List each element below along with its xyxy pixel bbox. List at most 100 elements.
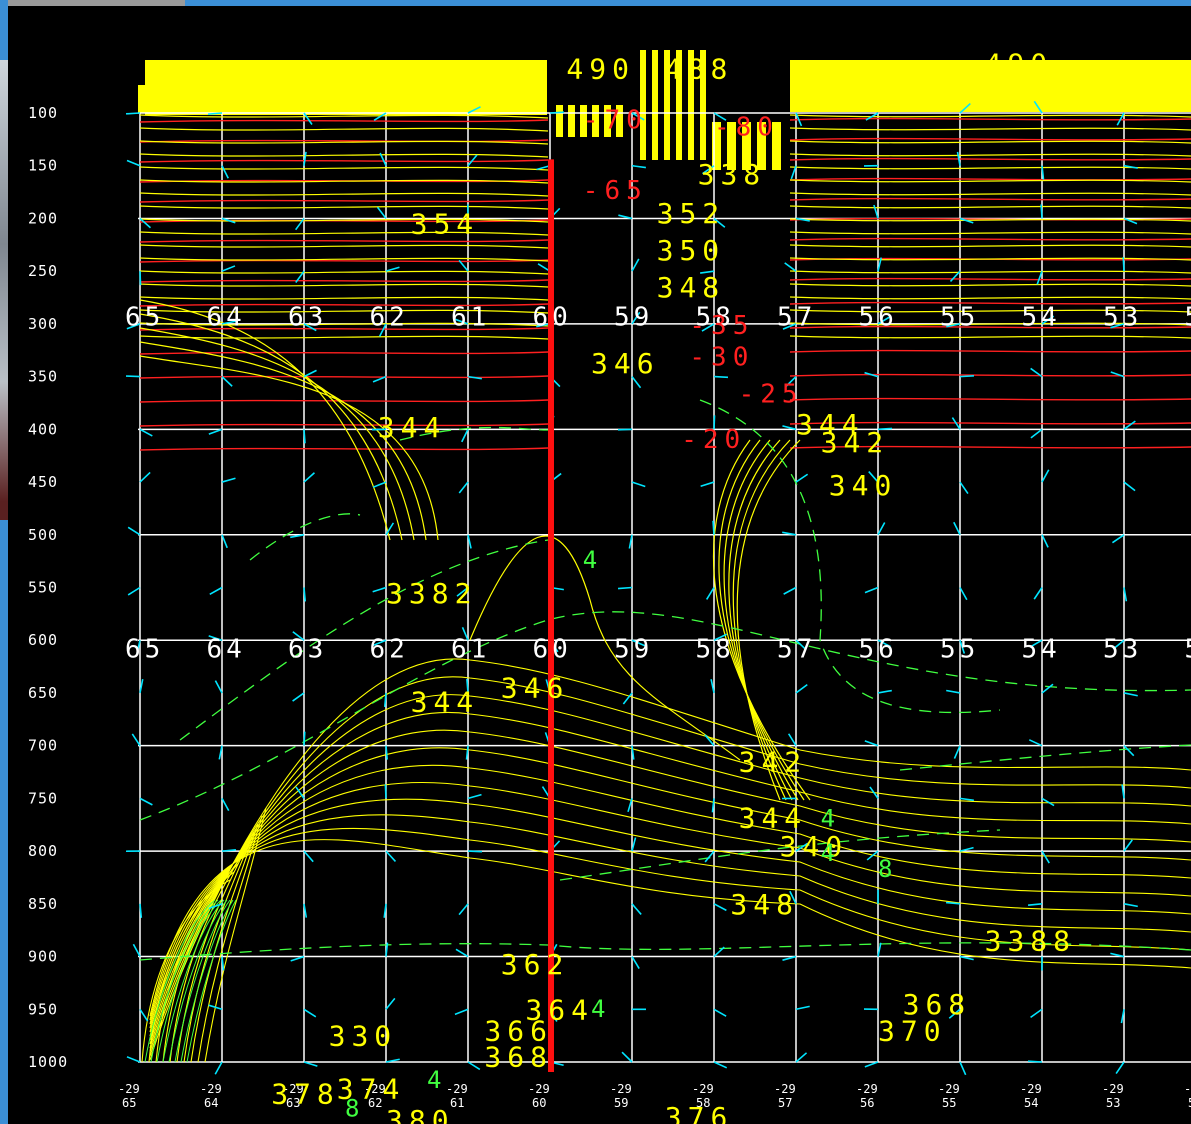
bottom-tick-bottom: 59	[614, 1096, 628, 1110]
wind-barb	[959, 797, 974, 802]
wind-barb	[456, 586, 469, 597]
wind-barb	[1123, 692, 1138, 697]
longitude-row-label: 57	[777, 634, 816, 664]
wind-barb	[372, 639, 387, 647]
wind-barb	[1120, 1009, 1125, 1024]
wind-barb	[951, 417, 961, 430]
wind-barb	[946, 689, 961, 694]
wind-barb	[713, 217, 726, 228]
wind-barb	[704, 734, 715, 747]
wind-barb	[303, 369, 317, 378]
isentrope-label: 490	[566, 53, 635, 86]
isotherm-line	[139, 373, 1191, 379]
dashed-contour-label: 8	[345, 1094, 359, 1122]
wind-barb	[869, 786, 879, 799]
isentrope-line	[723, 439, 799, 801]
isentrope-line	[149, 729, 1191, 1045]
pressure-tick-label: 200	[28, 209, 58, 227]
isotherm-line	[139, 197, 1191, 203]
wind-barb	[295, 217, 305, 231]
dashed-contour-label: 4	[591, 995, 605, 1023]
longitude-row-label: 5	[1185, 634, 1191, 664]
wind-barb	[713, 112, 727, 121]
isentrope-label: 362	[501, 948, 570, 981]
bottom-tick-top: -29	[282, 1082, 304, 1096]
isentrope-label: 368	[903, 988, 972, 1021]
wind-barb	[1041, 165, 1045, 180]
wind-barb	[384, 784, 387, 799]
isentrope-label: 370	[878, 1014, 947, 1047]
wind-barb	[877, 316, 891, 325]
wind-barb	[631, 745, 635, 760]
wind-barb	[126, 1056, 141, 1063]
wind-barb	[465, 745, 469, 760]
dashed-contour	[156, 899, 222, 1063]
isotherm-line	[139, 157, 1191, 163]
isentrope-line	[789, 127, 1191, 131]
bottom-tick-bottom: 55	[942, 1096, 956, 1110]
wind-barb	[713, 946, 725, 958]
bottom-tick-top: -29	[528, 1082, 550, 1096]
dashed-contour	[139, 942, 1191, 961]
isentrope-line	[789, 140, 1191, 144]
wind-barb	[864, 586, 879, 594]
pressure-tick-label: 750	[28, 789, 58, 807]
bottom-tick-bottom: 64	[204, 1096, 218, 1110]
isotherm-line	[139, 237, 1191, 243]
window-corner-patch	[0, 0, 185, 6]
isentrope-line	[139, 270, 549, 275]
wind-barb	[705, 587, 715, 600]
isentrope-label: 344	[796, 408, 865, 441]
wind-barb	[461, 627, 469, 641]
wind-barb	[785, 376, 797, 387]
wind-barb	[295, 270, 305, 283]
isotherm-line	[139, 445, 1191, 451]
wind-barb	[1123, 587, 1128, 602]
wind-barb	[631, 837, 637, 852]
isentrope-line	[789, 296, 1191, 300]
dense-isentrope-band	[556, 105, 563, 137]
dashed-contour-label: 4	[821, 839, 835, 867]
wind-barb	[1029, 639, 1043, 648]
wind-barb	[783, 586, 797, 595]
wind-barb	[125, 112, 141, 115]
wind-barb	[221, 165, 229, 179]
isentrope-line	[139, 299, 391, 541]
isentrope-line	[712, 439, 811, 801]
wind-barb	[865, 112, 879, 121]
wind-barb	[946, 323, 961, 328]
wind-barb	[959, 955, 974, 961]
longitude-row-label: 53	[1103, 302, 1142, 332]
dashed-contour-label: 8	[878, 855, 892, 883]
wind-barbs	[125, 100, 1138, 1076]
wind-barb	[713, 1061, 728, 1069]
isentrope-line	[169, 847, 247, 1063]
isentrope-line	[789, 231, 1191, 235]
wind-barb	[295, 786, 305, 799]
wind-barb	[622, 692, 633, 705]
wind-barb	[1027, 903, 1043, 906]
wind-barb	[467, 793, 482, 800]
isentrope-line	[139, 257, 549, 262]
isentrope-line	[139, 309, 549, 314]
isentrope-label: 344	[739, 801, 808, 834]
dense-isentrope-band	[568, 105, 575, 137]
wind-barb	[631, 376, 642, 389]
dense-isentrope-band	[580, 105, 587, 137]
dashed-contour	[174, 899, 231, 1063]
bottom-tick-bottom: 53	[1106, 1096, 1120, 1110]
bottom-tick-bottom: 63	[286, 1096, 300, 1110]
wind-barb	[1033, 587, 1043, 600]
isentrope-line	[789, 166, 1191, 170]
isentrope-line	[789, 309, 1191, 313]
isotherm-line	[139, 421, 1191, 427]
wind-barb	[383, 692, 387, 707]
bottom-tick-top: -29	[364, 1082, 386, 1096]
isentrope-label: 490	[985, 47, 1054, 80]
dashed-contour	[180, 899, 234, 1063]
wind-barb	[549, 111, 565, 114]
bottom-tick-bottom: 58	[696, 1096, 710, 1110]
wind-barb	[208, 635, 223, 641]
bottom-tick-top: -29	[692, 1082, 714, 1096]
wind-barb	[1041, 469, 1050, 483]
